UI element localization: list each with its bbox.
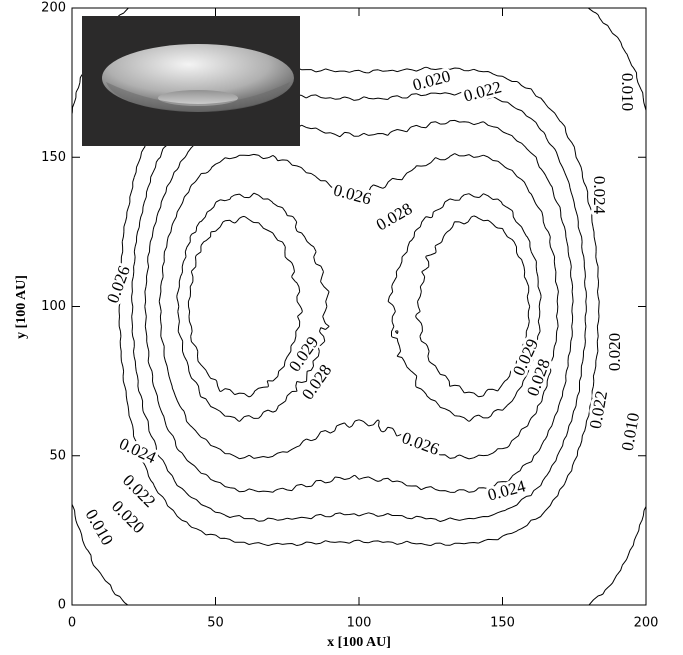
y-tick-label: 0	[58, 598, 66, 613]
y-tick-label: 200	[41, 1, 66, 16]
contour-label: 0.010	[618, 411, 643, 452]
x-axis-title: x [100 AU]	[327, 635, 391, 650]
contour-label: 0.026	[331, 180, 373, 208]
y-tick-label: 100	[41, 299, 66, 314]
contour-label: 0.010	[618, 73, 637, 111]
contour-line	[118, 66, 600, 546]
contour-line	[176, 192, 542, 422]
x-tick-label: 100	[347, 616, 372, 631]
contour-label: 0.022	[462, 77, 504, 105]
contour-line	[158, 153, 559, 460]
contour-label: 0.024	[486, 476, 528, 504]
x-tick-label: 200	[634, 616, 659, 631]
contour-label: 0.024	[590, 176, 609, 215]
y-tick-label: 50	[49, 448, 66, 463]
contour-label: 0.020	[605, 333, 624, 371]
contour-label: 0.028	[373, 199, 416, 235]
contour-line	[144, 119, 574, 493]
y-axis-title: y [100 AU]	[14, 275, 29, 339]
contour-label: 0.026	[103, 263, 134, 305]
contour-label: 0.026	[399, 428, 441, 459]
contour-label: 0.022	[586, 389, 611, 430]
x-tick-label: 50	[207, 616, 224, 631]
x-tick-label: 0	[68, 616, 76, 631]
x-tick-label: 150	[490, 616, 515, 631]
contour-line	[187, 215, 531, 398]
y-tick-label: 150	[41, 150, 66, 165]
inset-image	[82, 16, 300, 146]
contour-line	[131, 91, 587, 522]
